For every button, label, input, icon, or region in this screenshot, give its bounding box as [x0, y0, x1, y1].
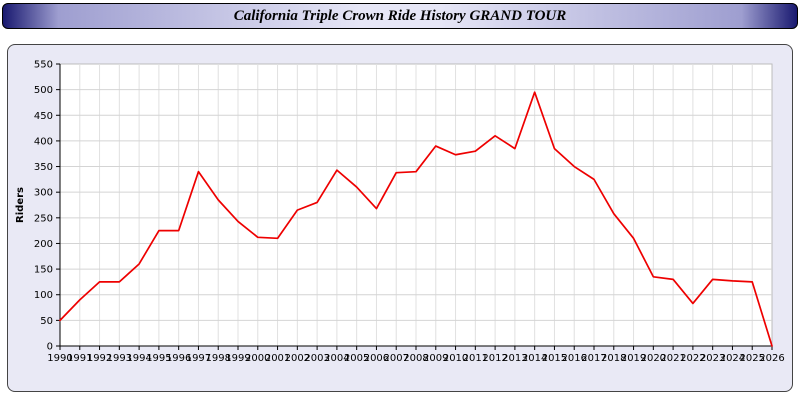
svg-text:2011: 2011: [463, 353, 488, 364]
svg-text:1998: 1998: [205, 353, 230, 364]
svg-text:1990: 1990: [47, 353, 72, 364]
svg-text:50: 50: [40, 316, 53, 327]
chart-title: California Triple Crown Ride History GRA…: [233, 8, 567, 24]
svg-text:2021: 2021: [660, 353, 685, 364]
svg-text:2026: 2026: [759, 353, 784, 364]
svg-text:2002: 2002: [285, 353, 310, 364]
svg-text:2013: 2013: [502, 353, 527, 364]
svg-text:2020: 2020: [641, 353, 666, 364]
svg-text:2015: 2015: [542, 353, 567, 364]
svg-text:450: 450: [34, 111, 53, 122]
svg-text:2012: 2012: [482, 353, 507, 364]
svg-text:2010: 2010: [443, 353, 468, 364]
svg-text:550: 550: [34, 60, 53, 71]
svg-text:2016: 2016: [561, 353, 586, 364]
svg-text:100: 100: [34, 290, 53, 301]
svg-text:2007: 2007: [383, 353, 408, 364]
svg-text:2025: 2025: [739, 353, 764, 364]
svg-text:250: 250: [34, 213, 53, 224]
svg-text:150: 150: [34, 265, 53, 276]
svg-text:350: 350: [34, 162, 53, 173]
svg-text:2008: 2008: [403, 353, 428, 364]
svg-text:1994: 1994: [126, 353, 151, 364]
svg-text:2000: 2000: [245, 353, 270, 364]
svg-text:2019: 2019: [621, 353, 646, 364]
svg-text:1999: 1999: [225, 353, 250, 364]
svg-text:2014: 2014: [522, 353, 547, 364]
chart-container: 1990 1991 1992 1993 1994 1995 1996 1997 1998 1999…: [7, 44, 793, 392]
svg-text:1993: 1993: [107, 353, 132, 364]
svg-text:1992: 1992: [87, 353, 112, 364]
svg-text:2003: 2003: [304, 353, 329, 364]
svg-text:2024: 2024: [720, 353, 745, 364]
svg-text:2005: 2005: [344, 353, 369, 364]
svg-text:1995: 1995: [146, 353, 171, 364]
svg-text:1997: 1997: [186, 353, 211, 364]
svg-text:2022: 2022: [680, 353, 705, 364]
svg-text:2006: 2006: [364, 353, 389, 364]
chart-title-bar: California Triple Crown Ride History GRA…: [2, 3, 798, 29]
svg-text:2009: 2009: [423, 353, 448, 364]
svg-text:2017: 2017: [581, 353, 606, 364]
svg-text:1991: 1991: [67, 353, 92, 364]
svg-text:2023: 2023: [700, 353, 725, 364]
svg-text:300: 300: [34, 188, 53, 199]
svg-text:1996: 1996: [166, 353, 191, 364]
y-axis-label: Riders: [15, 187, 26, 223]
line-chart: 1990199119921993199419951996199719981999…: [15, 60, 785, 365]
svg-text:2004: 2004: [324, 353, 349, 364]
svg-text:200: 200: [34, 239, 53, 250]
svg-text:0: 0: [47, 342, 53, 353]
svg-text:2001: 2001: [265, 353, 290, 364]
svg-text:400: 400: [34, 136, 53, 147]
svg-text:500: 500: [34, 85, 53, 96]
svg-text:2018: 2018: [601, 353, 626, 364]
